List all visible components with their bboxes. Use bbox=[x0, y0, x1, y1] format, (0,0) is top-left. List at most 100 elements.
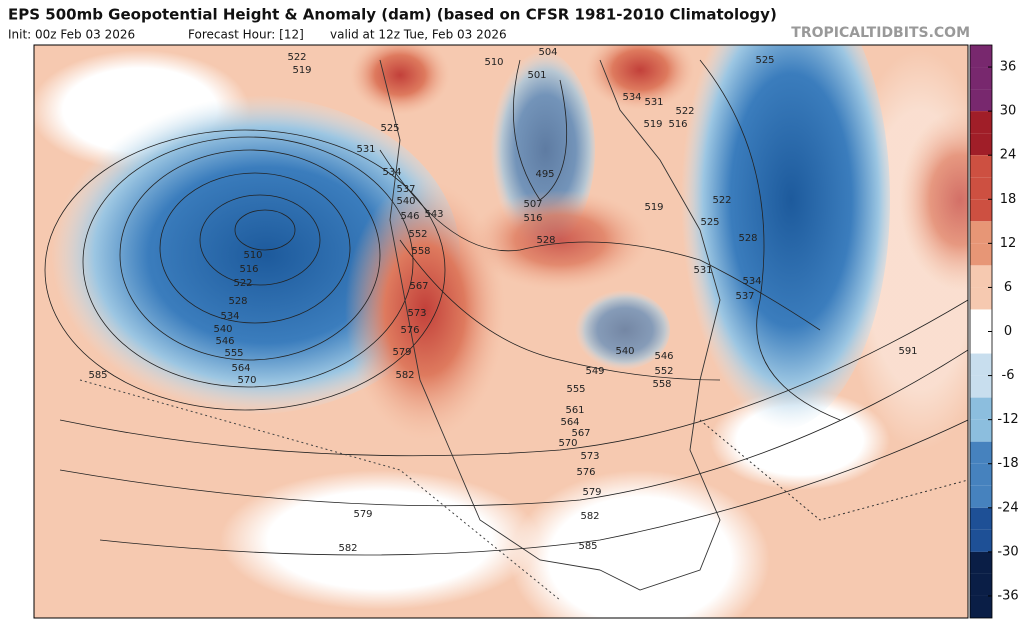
contour-label: 582 bbox=[338, 543, 357, 554]
contour-label: 573 bbox=[407, 308, 426, 319]
contour-label: 534 bbox=[382, 167, 401, 178]
contour-label: 516 bbox=[668, 119, 687, 130]
contour-label: 528 bbox=[536, 235, 555, 246]
colorbar-cell bbox=[970, 397, 992, 420]
colorbar-tick-label: 30 bbox=[1000, 104, 1017, 119]
contour-label: 516 bbox=[239, 264, 258, 275]
contour-label: 516 bbox=[523, 213, 542, 224]
colorbar-tick-label: 6 bbox=[1004, 280, 1012, 295]
contour-label: 525 bbox=[700, 217, 719, 228]
colorbar-cell bbox=[970, 529, 992, 552]
contour-label: 576 bbox=[400, 325, 419, 336]
contour-label: 573 bbox=[580, 451, 599, 462]
colorbar-cell bbox=[970, 375, 992, 398]
colorbar-cell bbox=[970, 507, 992, 530]
colorbar-tick-label: -6 bbox=[1002, 368, 1015, 383]
contour-label: 525 bbox=[380, 123, 399, 134]
colorbar-tick-label: -30 bbox=[997, 544, 1018, 559]
colorbar-cell bbox=[970, 45, 992, 68]
contour-label: 555 bbox=[224, 348, 243, 359]
contour-label: 558 bbox=[411, 246, 430, 257]
contour-label: 570 bbox=[558, 438, 577, 449]
title: EPS 500mb Geopotential Height & Anomaly … bbox=[8, 6, 777, 24]
contour-label: 567 bbox=[571, 428, 590, 439]
contour-label: 522 bbox=[287, 52, 306, 63]
colorbar-tick-label: -12 bbox=[997, 412, 1018, 427]
contour-label: 519 bbox=[292, 65, 311, 76]
contour-label: 510 bbox=[484, 57, 503, 68]
contour-label: 528 bbox=[228, 296, 247, 307]
colorbar-cell bbox=[970, 595, 992, 618]
colorbar-cell bbox=[970, 419, 992, 442]
contour-label: 585 bbox=[88, 370, 107, 381]
contour-label: 531 bbox=[644, 97, 663, 108]
contour-label: 522 bbox=[675, 106, 694, 117]
contour-label: 582 bbox=[580, 511, 599, 522]
contour-label: 534 bbox=[220, 311, 239, 322]
contour-label: 522 bbox=[233, 278, 252, 289]
colorbar-cell bbox=[970, 89, 992, 112]
contour-label: 525 bbox=[755, 55, 774, 66]
colorbar-cell bbox=[970, 133, 992, 156]
contour-label: 585 bbox=[578, 541, 597, 552]
contour-label: 540 bbox=[213, 324, 232, 335]
contour-label: 546 bbox=[654, 351, 673, 362]
colorbar-cell bbox=[970, 331, 992, 354]
colorbar-cell bbox=[970, 265, 992, 288]
contour-label: 549 bbox=[585, 366, 604, 377]
contour-label: 522 bbox=[712, 195, 731, 206]
forecast-hour: Forecast Hour: [12] bbox=[188, 28, 304, 42]
colorbar-tick-label: 18 bbox=[1000, 192, 1017, 207]
colorbar-cell bbox=[970, 287, 992, 310]
colorbar-cell bbox=[970, 243, 992, 266]
contour-label: 543 bbox=[424, 209, 443, 220]
contour-label: 555 bbox=[566, 384, 585, 395]
colorbar-tick-label: 12 bbox=[1000, 236, 1017, 251]
contour-label: 531 bbox=[693, 265, 712, 276]
colorbar-cell bbox=[970, 573, 992, 596]
contour-label: 537 bbox=[396, 184, 415, 195]
contour-label: 579 bbox=[582, 487, 601, 498]
contour-label: 546 bbox=[215, 336, 234, 347]
colorbar-tick-label: -18 bbox=[997, 456, 1018, 471]
colorbar-cell bbox=[970, 309, 992, 332]
contour-label: 534 bbox=[622, 92, 641, 103]
contour-label: 576 bbox=[576, 467, 595, 478]
colorbar-cell bbox=[970, 111, 992, 134]
colorbar-cell bbox=[970, 67, 992, 90]
contour-label: 528 bbox=[738, 233, 757, 244]
contour-label: 582 bbox=[395, 370, 414, 381]
colorbar-cell bbox=[970, 155, 992, 178]
valid-time: valid at 12z Tue, Feb 03 2026 bbox=[330, 28, 507, 42]
contour-label: 552 bbox=[654, 366, 673, 377]
contour-label: 510 bbox=[243, 250, 262, 261]
colorbar-cell bbox=[970, 199, 992, 222]
colorbar-tick-label: 36 bbox=[1000, 60, 1017, 75]
contour-label: 531 bbox=[356, 144, 375, 155]
colorbar-cell bbox=[970, 463, 992, 486]
colorbar-cell bbox=[970, 441, 992, 464]
colorbar-tick-label: 24 bbox=[1000, 148, 1017, 163]
watermark: TROPICALTIDBITS.COM bbox=[791, 25, 970, 41]
contour-label: 519 bbox=[644, 202, 663, 213]
contour-label: 564 bbox=[560, 417, 579, 428]
colorbar-tick-label: 0 bbox=[1004, 324, 1012, 339]
contour-label: 540 bbox=[396, 196, 415, 207]
colorbar-cell bbox=[970, 485, 992, 508]
contour-label: 561 bbox=[565, 405, 584, 416]
contour-label: 504 bbox=[538, 47, 557, 58]
contour-label: 519 bbox=[643, 119, 662, 130]
contour-label: 540 bbox=[615, 346, 634, 357]
colorbar-tick-label: -36 bbox=[997, 588, 1018, 603]
colorbar-cell bbox=[970, 177, 992, 200]
contour-label: 570 bbox=[237, 375, 256, 386]
colorbar-tick-label: -24 bbox=[997, 500, 1018, 515]
colorbar-cell bbox=[970, 353, 992, 376]
contour-label: 534 bbox=[742, 276, 761, 287]
colorbar-cell bbox=[970, 551, 992, 574]
contour-label: 564 bbox=[231, 363, 250, 374]
contour-label: 567 bbox=[409, 281, 428, 292]
contour-label: 501 bbox=[527, 70, 546, 81]
